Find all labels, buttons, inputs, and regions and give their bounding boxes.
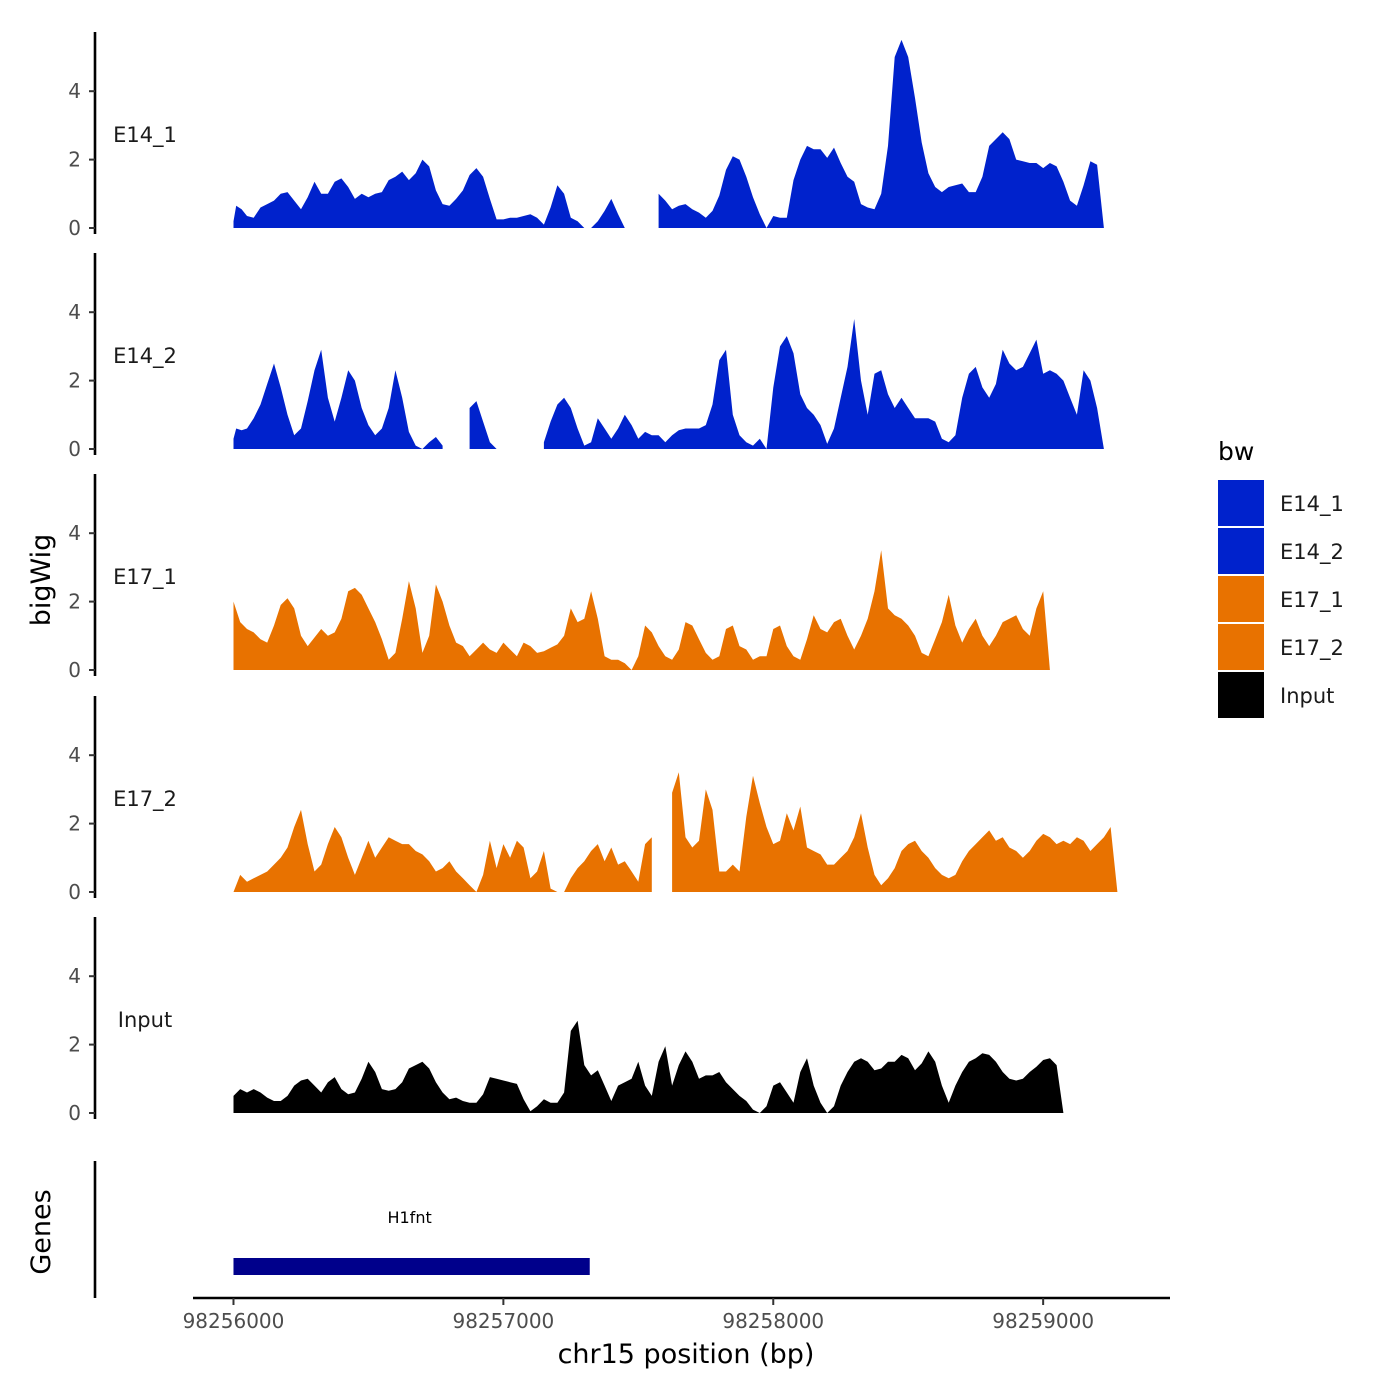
signal-area — [543, 319, 1125, 449]
track-e17-1: 0 2 4 E17_1 — [68, 474, 1050, 682]
legend-title: bw — [1218, 437, 1254, 466]
genes-axis-title: Genes — [26, 1189, 57, 1274]
legend-swatch — [1218, 528, 1264, 574]
y-tick-label: 0 — [68, 1101, 81, 1125]
track-label: E14_1 — [113, 123, 177, 148]
legend: E14_1 E14_2 E17_1 E17_2 Input — [1218, 480, 1344, 718]
signal-area — [233, 550, 1050, 670]
legend-swatch — [1218, 576, 1264, 622]
legend-label: E17_2 — [1280, 636, 1344, 661]
y-tick-label: 2 — [68, 812, 81, 836]
legend-item: E17_2 — [1218, 624, 1344, 670]
y-tick-label: 0 — [68, 437, 81, 461]
signal-area — [658, 39, 1104, 229]
y-tick-label: 4 — [68, 521, 81, 545]
signal-area — [233, 809, 652, 892]
gene-label: H1fnt — [387, 1208, 431, 1227]
y-tick-label: 4 — [68, 79, 81, 103]
legend-item: E14_2 — [1218, 528, 1344, 574]
y-axis-title: bigWig — [26, 534, 57, 627]
legend-swatch — [1218, 624, 1264, 670]
signal-area — [233, 1020, 1064, 1113]
legend-item: E14_1 — [1218, 480, 1344, 526]
signal-area — [672, 772, 1125, 892]
track-e17-2: 0 2 4 E17_2 — [68, 696, 1125, 904]
y-tick-label: 2 — [68, 1033, 81, 1057]
legend-label: E14_2 — [1280, 540, 1344, 565]
y-tick-label: 2 — [68, 369, 81, 393]
x-axis: 98256000 98257000 98258000 98259000 — [183, 1296, 1170, 1333]
y-tick-label: 0 — [68, 880, 81, 904]
y-tick-label: 2 — [68, 590, 81, 614]
y-tick-label: 2 — [68, 148, 81, 172]
legend-label: E14_1 — [1280, 492, 1344, 517]
track-e14-1: 0 2 4 E14_1 — [68, 32, 1104, 240]
track-label: E14_2 — [113, 344, 177, 369]
track-input: 0 2 4 Input — [68, 917, 1064, 1125]
track-label: E17_2 — [113, 787, 177, 812]
signal-area — [233, 159, 639, 228]
x-tick-label: 98257000 — [452, 1309, 554, 1333]
signal-area — [469, 401, 511, 449]
legend-swatch — [1218, 672, 1264, 718]
legend-item: Input — [1218, 672, 1334, 718]
legend-label: Input — [1280, 684, 1334, 708]
tracks-layer: 0 2 4 E14_1 0 2 4 E14_2 0 2 4 E17_1 0 2 4 E17_2 0 2 4 Input — [68, 32, 1125, 1125]
x-tick-label: 98256000 — [183, 1309, 285, 1333]
track-e14-2: 0 2 4 E14_2 — [68, 253, 1125, 461]
x-tick-label: 98259000 — [992, 1309, 1094, 1333]
legend-swatch — [1218, 480, 1264, 526]
y-tick-label: 4 — [68, 300, 81, 324]
signal-area — [233, 349, 443, 449]
y-tick-label: 0 — [68, 658, 81, 682]
track-label: Input — [118, 1008, 172, 1032]
y-tick-label: 4 — [68, 964, 81, 988]
gene-bar — [233, 1258, 590, 1275]
track-label: E17_1 — [113, 565, 177, 590]
y-tick-label: 0 — [68, 216, 81, 240]
genes-panel: H1fnt — [93, 1161, 590, 1298]
x-axis-title: chr15 position (bp) — [558, 1339, 815, 1370]
x-tick-label: 98258000 — [722, 1309, 824, 1333]
y-tick-label: 4 — [68, 743, 81, 767]
legend-label: E17_1 — [1280, 588, 1344, 613]
legend-item: E17_1 — [1218, 576, 1344, 622]
